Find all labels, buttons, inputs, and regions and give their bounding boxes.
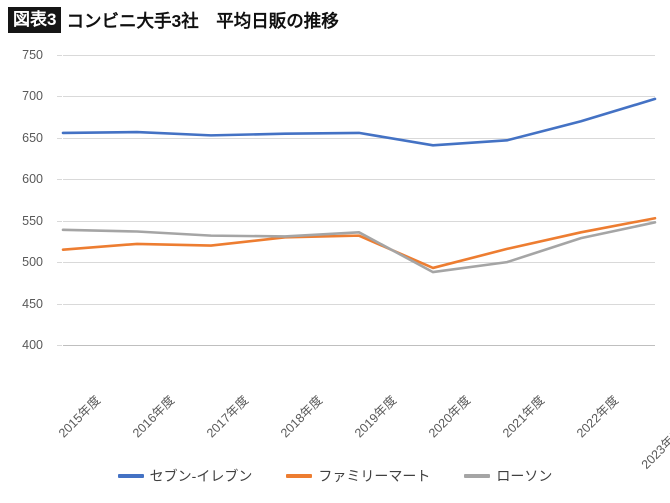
x-axis-tick-label: 2016年度: [129, 393, 178, 441]
figure-number-badge: 図表3: [8, 7, 62, 33]
legend-label: ファミリーマート: [318, 468, 431, 484]
series-lines: [61, 97, 657, 274]
y-axis-tick-label: 600: [22, 172, 43, 187]
chart-legend: セブン-イレブン ファミリーマート ローソン: [0, 466, 670, 486]
legend-item[interactable]: セブン-イレブン: [117, 466, 253, 486]
series-line: [61, 97, 657, 147]
y-axis-tick-label: 550: [22, 213, 43, 228]
legend-label: セブン-イレブン: [149, 468, 253, 484]
legend-label: ローソン: [496, 468, 553, 484]
x-axis-tick-label: 2017年度: [203, 393, 252, 441]
chart-title-bar: 図表3 コンビニ大手3社 平均日販の推移: [8, 7, 339, 33]
y-axis-tick-mark: [57, 345, 62, 346]
gridline: [63, 262, 655, 264]
y-axis-tick-mark: [57, 220, 62, 222]
gridline: [63, 55, 655, 56]
x-axis-tick-label: 2018年度: [277, 393, 326, 441]
chart-container: 750 700 650 600 550 500 450 400 2015年度 2016年度 201…: [0, 40, 670, 472]
y-axis-tick-mark: [57, 179, 62, 181]
y-axis-tick-mark: [57, 96, 62, 98]
gridline: [63, 220, 655, 222]
y-axis-tick-label: 700: [22, 89, 43, 104]
series-line: [61, 216, 657, 270]
y-axis-tick-label: 750: [22, 48, 43, 62]
x-axis-tick-label: 2019年度: [351, 393, 400, 441]
legend-color-swatch: [464, 474, 491, 478]
legend-item[interactable]: ファミリーマート: [286, 466, 430, 486]
y-axis-tick-label: 500: [22, 255, 43, 270]
gridline: [63, 179, 655, 181]
x-axis-tick-label: 2023年度３Q: [638, 408, 670, 472]
y-axis-tick-mark: [57, 55, 62, 56]
gridline: [63, 345, 655, 346]
gridline: [63, 303, 655, 305]
y-axis-tick-label: 400: [22, 338, 43, 352]
y-axis-tick-mark: [57, 262, 62, 264]
gridline: [63, 96, 655, 98]
y-axis-tick-label: 650: [22, 130, 43, 145]
x-axis-tick-label: 2022年度: [573, 393, 622, 441]
gridline: [63, 137, 655, 139]
y-axis-tick-mark: [57, 303, 62, 305]
plot-area: 750 700 650 600 550 500 450 400: [22, 48, 657, 352]
x-axis-tick-label: 2015年度: [55, 393, 104, 441]
x-axis-tick-label: 2020年度: [425, 393, 474, 441]
y-axis-tick-mark: [57, 137, 62, 139]
legend-color-swatch: [117, 474, 144, 478]
legend-item[interactable]: ローソン: [464, 466, 552, 486]
x-axis-tick-label: 2021年度: [499, 393, 548, 441]
series-line: [61, 221, 657, 274]
page-title: コンビニ大手3社 平均日販の推移: [66, 10, 339, 31]
y-axis-tick-label: 450: [22, 296, 43, 311]
legend-color-swatch: [286, 474, 313, 478]
